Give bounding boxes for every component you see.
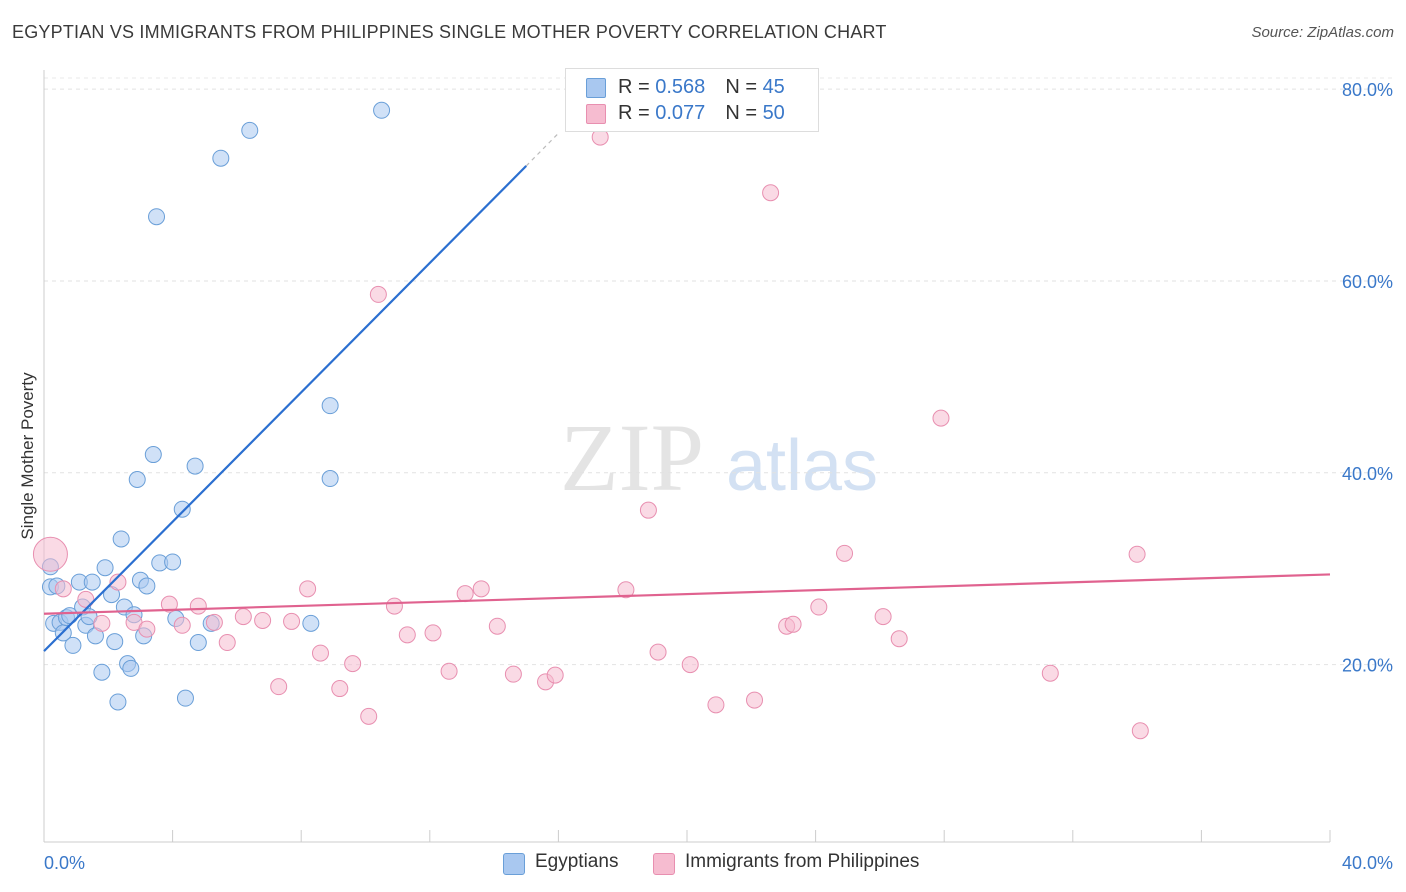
egyptians-point xyxy=(106,633,124,651)
philippines-point xyxy=(762,184,780,202)
egyptians-point xyxy=(302,614,320,632)
y-axis-label: Single Mother Poverty xyxy=(18,372,37,540)
philippines-point xyxy=(488,617,506,635)
philippines-point xyxy=(546,666,564,684)
n-value-philippines: 50 xyxy=(762,102,785,124)
egyptians-point xyxy=(138,577,156,595)
philippines-point xyxy=(707,696,725,714)
egyptians-point xyxy=(189,634,207,652)
egyptians-point xyxy=(186,457,204,475)
egyptians-trend-extension xyxy=(525,132,559,167)
philippines-point xyxy=(54,580,72,598)
legend-swatch-egyptians xyxy=(586,78,606,98)
philippines-point xyxy=(299,580,317,598)
egyptians-trend-line xyxy=(43,165,528,652)
watermark-zip: ZIP xyxy=(560,404,704,511)
bottom-legend-label-philippines: Immigrants from Philippines xyxy=(685,851,920,872)
philippines-point xyxy=(617,581,635,599)
philippines-point xyxy=(1128,545,1146,563)
r-value-egyptians: 0.568 xyxy=(655,76,706,98)
philippines-point xyxy=(836,544,854,562)
egyptians-point xyxy=(241,121,259,139)
philippines-point xyxy=(160,595,178,613)
bottom-legend-swatch-philippines xyxy=(653,853,675,875)
philippines-point xyxy=(874,608,892,626)
egyptians-point xyxy=(112,530,130,548)
egyptians-point xyxy=(176,689,194,707)
philippines-point xyxy=(189,597,207,615)
philippines-point xyxy=(77,590,95,608)
philippines-point xyxy=(456,585,474,603)
philippines-point xyxy=(344,655,362,673)
egyptians-point xyxy=(373,101,391,119)
egyptians-point xyxy=(122,659,140,677)
philippines-point xyxy=(32,536,68,572)
egyptians-point xyxy=(93,663,111,681)
philippines-point xyxy=(138,620,156,638)
egyptians-point xyxy=(64,636,82,654)
bottom-legend-label-egyptians: Egyptians xyxy=(535,851,619,872)
legend-stats-egyptians: R = 0.568 N = 45 xyxy=(618,76,785,98)
y-tick-label: 40.0% xyxy=(1342,464,1393,484)
bottom-legend-swatch-egyptians xyxy=(503,853,525,875)
egyptians-point xyxy=(96,559,114,577)
n-value-egyptians: 45 xyxy=(762,76,785,98)
egyptians-point xyxy=(164,553,182,571)
stats-legend: R = 0.568 N = 45 R = 0.077 N = 50 xyxy=(565,68,819,132)
egyptians-point xyxy=(109,693,127,711)
chart-title: EGYPTIAN VS IMMIGRANTS FROM PHILIPPINES … xyxy=(12,22,887,42)
y-tick-label: 80.0% xyxy=(1342,80,1393,100)
philippines-point xyxy=(109,573,127,591)
watermark-atlas: atlas xyxy=(726,426,878,506)
philippines-point xyxy=(890,630,908,648)
philippines-point xyxy=(283,612,301,630)
philippines-point xyxy=(1131,722,1149,740)
philippines-point xyxy=(234,608,252,626)
philippines-point xyxy=(398,626,416,644)
philippines-point xyxy=(93,614,111,632)
egyptians-point xyxy=(128,470,146,488)
y-tick-label: 60.0% xyxy=(1342,272,1393,292)
philippines-point xyxy=(369,285,387,303)
philippines-point xyxy=(424,624,442,642)
x-tick-label-min: 0.0% xyxy=(44,853,85,873)
philippines-point xyxy=(254,611,272,629)
philippines-point xyxy=(331,680,349,698)
egyptians-point xyxy=(148,208,166,226)
legend-swatch-philippines xyxy=(586,104,606,124)
egyptians-point xyxy=(83,573,101,591)
philippines-point xyxy=(360,707,378,725)
philippines-point xyxy=(504,665,522,683)
philippines-point xyxy=(385,597,403,615)
philippines-trend-line xyxy=(43,573,1331,615)
egyptians-point xyxy=(173,500,191,518)
egyptians-point xyxy=(212,149,230,167)
x-tick-label-max: 40.0% xyxy=(1342,853,1393,873)
philippines-point xyxy=(270,678,288,696)
philippines-point xyxy=(311,644,329,662)
egyptians-point xyxy=(144,446,162,464)
egyptians-point xyxy=(321,470,339,488)
philippines-point xyxy=(218,634,236,652)
r-value-philippines: 0.077 xyxy=(655,102,706,124)
philippines-point xyxy=(932,409,950,427)
philippines-point xyxy=(784,615,802,633)
philippines-point xyxy=(746,691,764,709)
philippines-point xyxy=(1041,664,1059,682)
philippines-point xyxy=(440,662,458,680)
philippines-point xyxy=(173,616,191,634)
source-label: Source: ZipAtlas.com xyxy=(1251,24,1394,41)
y-tick-label: 20.0% xyxy=(1342,656,1393,676)
philippines-point xyxy=(472,580,490,598)
philippines-point xyxy=(205,613,223,631)
philippines-point xyxy=(639,501,657,519)
philippines-point xyxy=(681,656,699,674)
egyptians-point xyxy=(321,397,339,415)
philippines-point xyxy=(649,643,667,661)
philippines-point xyxy=(810,598,828,616)
legend-stats-philippines: R = 0.077 N = 50 xyxy=(618,102,785,124)
